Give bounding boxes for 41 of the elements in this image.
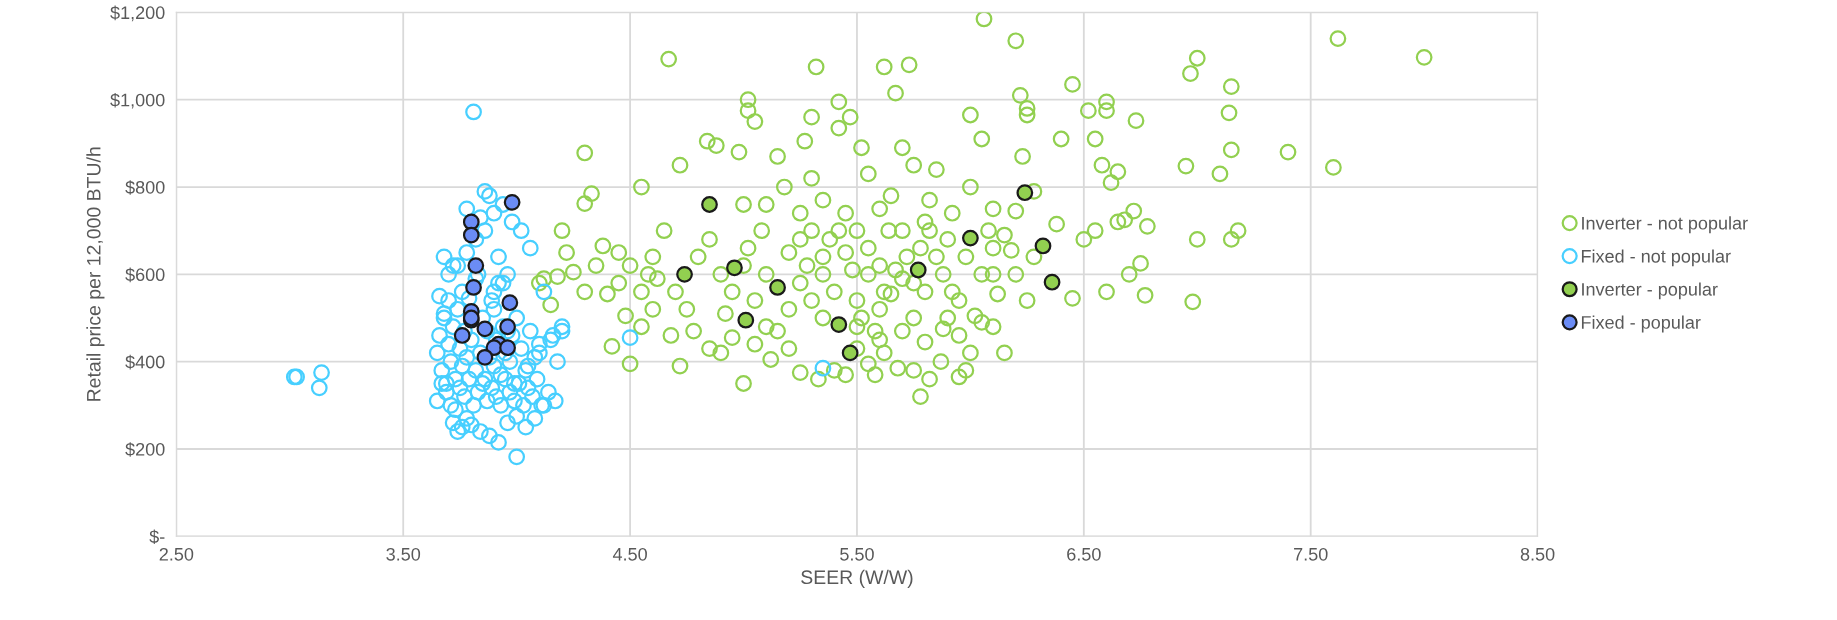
x-tick-label: 7.50 <box>1294 547 1328 561</box>
y-tick-label: $600 <box>125 267 165 283</box>
point <box>830 316 848 333</box>
point <box>1034 237 1052 255</box>
y-tick-label: $200 <box>125 442 165 457</box>
legend-label: Fixed - not popular <box>1581 249 1731 267</box>
x-tick-label: 3.50 <box>386 547 421 561</box>
point <box>962 229 979 247</box>
x-tick-label: 8.50 <box>1520 547 1555 561</box>
y-tick-label: $400 <box>125 354 165 370</box>
point <box>453 327 471 344</box>
point <box>841 344 859 362</box>
point <box>909 261 927 279</box>
point <box>737 311 755 329</box>
point <box>501 294 519 312</box>
x-tick-label: 2.50 <box>159 547 194 561</box>
legend-label: Inverter - popular <box>1582 282 1718 300</box>
point <box>499 318 516 336</box>
point <box>462 226 480 244</box>
point <box>465 279 482 296</box>
point <box>1043 273 1061 291</box>
point <box>499 339 516 357</box>
legend-label: Inverter - not popular <box>1582 216 1748 234</box>
y-tick-label: $1,200 <box>110 5 165 22</box>
y-tick-label: $1,000 <box>110 92 165 109</box>
point <box>769 279 786 296</box>
point <box>503 193 521 211</box>
x-tick-label: 4.50 <box>612 547 647 561</box>
point <box>726 259 743 277</box>
legend-label: Fixed - popular <box>1581 315 1701 333</box>
point <box>467 257 485 275</box>
point <box>701 196 718 213</box>
x-tick-label: 5.50 <box>840 547 874 561</box>
y-tick-label: $- <box>149 529 165 545</box>
y-tick-label: $800 <box>125 180 165 195</box>
x-tick-label: 6.50 <box>1067 547 1101 561</box>
y-axis-title: Retail price per 12,000 BTU/h <box>86 147 105 401</box>
point <box>676 265 693 283</box>
point <box>476 348 494 366</box>
x-axis-title: SEER (W/W) <box>801 569 913 588</box>
point <box>1016 184 1034 202</box>
